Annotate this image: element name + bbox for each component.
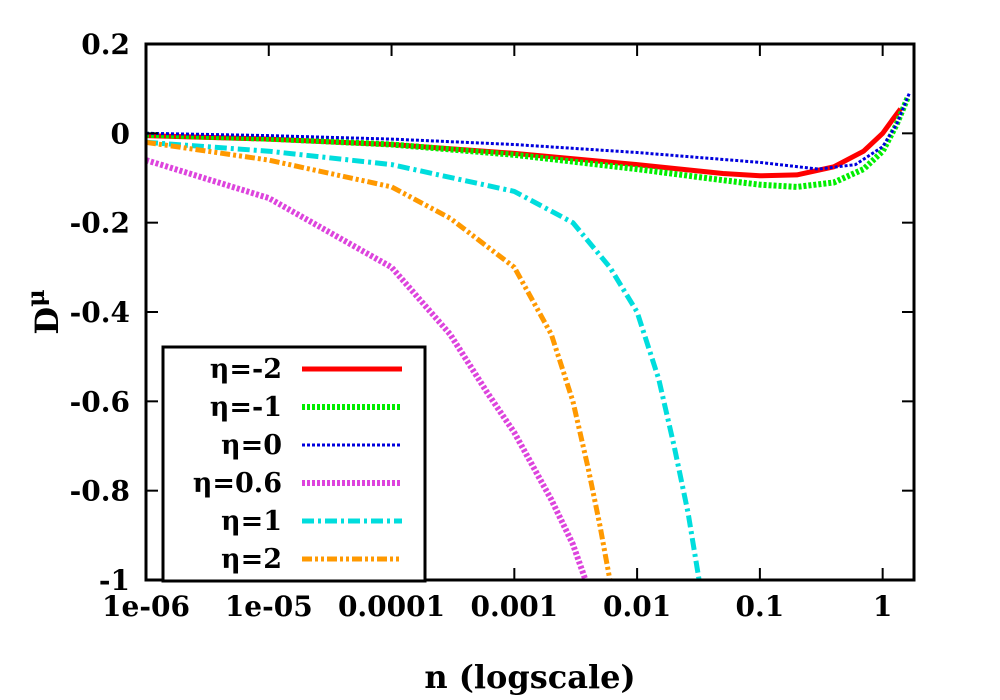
legend-entry-label: η=1 [221,506,282,537]
x-tick-label: 0.0001 [338,590,445,623]
ticks-layer: 1e-06 1e-05 0.0001 0.001 0.01 0.1 1 0.2 0 -0.2 -0.… [70,28,914,623]
legend-entry-label: η=-2 [210,354,282,385]
x-tick-label: 0.001 [470,590,558,623]
svg-text:Dμ: Dμ [21,289,66,334]
y-axis-label: D [28,307,66,335]
x-tick-label: 1e-05 [225,590,313,623]
y-tick-label: -0.6 [70,385,130,418]
series-layer [146,92,911,580]
series-line [146,92,911,171]
y-tick-label: -0.4 [70,296,130,329]
y-tick-label: -0.2 [70,207,130,240]
x-tick-label: 1e-06 [102,590,190,623]
y-axis-label-superscript: μ [21,289,50,307]
y-tick-label: -0.8 [70,475,130,508]
x-tick-label: 1 [873,590,892,623]
y-tick-label: 0.2 [81,28,130,61]
legend: η=-2 η=-1 η=0 η=0.6 η=1 η=2 [161,345,427,583]
y-axis-label-group: Dμ [21,289,66,334]
x-tick-label: 0.1 [736,590,785,623]
legend-entry-label: η=0 [221,430,282,461]
legend-entry-label: η=0.6 [193,468,282,499]
x-tick-label: 0.01 [603,590,671,623]
y-tick-label: -1 [99,564,130,597]
legend-entry-label: η=-1 [210,392,282,423]
legend-entry-label: η=2 [221,544,282,575]
series-line [146,157,589,580]
y-tick-label: 0 [111,117,130,150]
series-line [146,96,911,190]
legend-box [161,345,427,583]
x-axis-label: n (logscale) [424,658,635,696]
